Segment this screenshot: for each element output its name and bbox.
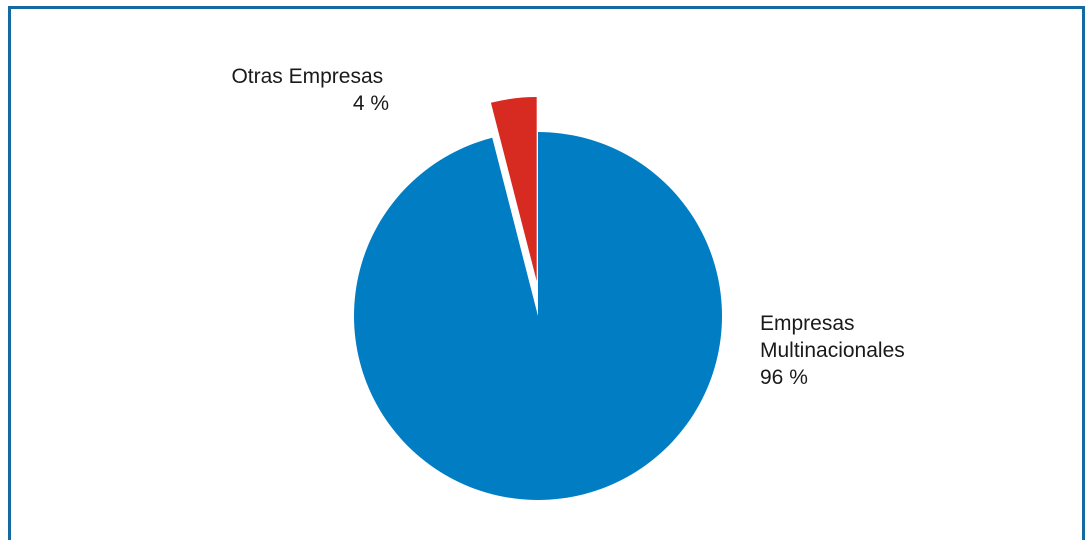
label-multinacionales-line2: Multinacionales [760,339,905,362]
label-otras-empresas: Otras Empresas 4 % [231,65,389,115]
label-multinacionales-value: 96 % [760,366,808,389]
label-otras-empresas-name: Otras Empresas [231,65,383,88]
slice-otras-empresas [490,97,537,281]
slice-empresas-multinacionales [353,132,723,501]
label-multinacionales-line1: Empresas [760,312,855,335]
label-otras-empresas-value: 4 % [353,92,389,115]
label-empresas-multinacionales: Empresas Multinacionales 96 % [760,312,911,389]
pie-slices [353,97,723,501]
